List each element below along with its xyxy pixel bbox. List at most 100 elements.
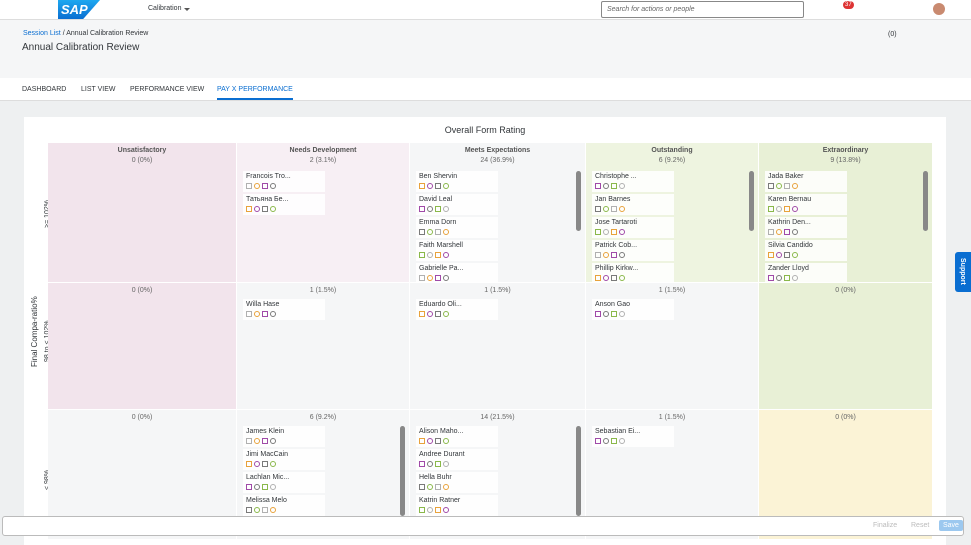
status-icon [603, 183, 609, 189]
employee-card[interactable]: Faith Marshell [416, 240, 498, 261]
employee-name: Emma Dorn [419, 219, 457, 226]
footer-button[interactable]: Reset [911, 522, 930, 529]
cell-count: 1 (1.5%) [658, 414, 686, 421]
employee-card[interactable]: Silvia Candido [765, 240, 847, 261]
status-icon [768, 183, 774, 189]
column-count: 2 (3.1%) [309, 157, 337, 164]
employee-card[interactable]: Melissa Melo [243, 495, 325, 516]
employee-card[interactable]: Jose Tartaroti [592, 217, 674, 238]
search-input[interactable]: Search for actions or people [601, 1, 804, 18]
employee-name: Gabrielle Pa... [419, 265, 464, 272]
status-icon [443, 461, 449, 467]
employee-card[interactable]: Zander Lloyd [765, 263, 847, 282]
employee-card[interactable]: Francois Tro... [243, 171, 325, 192]
employee-card[interactable]: James Klein [243, 426, 325, 447]
column-count: 0 (0%) [131, 157, 153, 164]
column-name: Needs Development [289, 147, 357, 154]
employee-card[interactable]: Anson Gao [592, 299, 674, 320]
status-icon [254, 438, 260, 444]
status-icon [603, 311, 609, 317]
breadcrumb-link[interactable]: Session List [23, 30, 61, 37]
footer-button[interactable]: Finalize [873, 522, 898, 529]
employee-card[interactable]: Jada Baker [765, 171, 847, 192]
status-icon [611, 275, 617, 281]
status-icon [443, 183, 449, 189]
employee-card[interactable]: Katrin Ratner [416, 495, 498, 516]
employee-card[interactable]: Gabrielle Pa... [416, 263, 498, 282]
employee-card[interactable]: Andree Durant [416, 449, 498, 470]
status-icon [427, 206, 433, 212]
matrix-cell[interactable]: 1 (1.5%) Willa Hase [237, 283, 409, 409]
employee-card[interactable]: Phillip Kirkw... [592, 263, 674, 282]
filter-count[interactable]: (0) [888, 31, 897, 38]
employee-card[interactable]: Patrick Cob... [592, 240, 674, 261]
employee-card[interactable]: Alison Maho... [416, 426, 498, 447]
status-icon [776, 183, 782, 189]
employee-card[interactable]: Татьяна Бе... [243, 194, 325, 215]
employee-card[interactable]: Willa Hase [243, 299, 325, 320]
cell-count: 1 (1.5%) [484, 287, 511, 294]
app-menu[interactable]: Calibration [148, 5, 182, 12]
employee-card[interactable]: Jan Barnes [592, 194, 674, 215]
employee-name: Jan Barnes [595, 196, 631, 203]
matrix-cell[interactable]: Extraordinary 9 (13.8%) Jada Baker Karen Be… [759, 143, 932, 282]
column-name: Outstanding [651, 147, 693, 154]
matrix-cell[interactable]: 1 (1.5%) Eduardo Oli... [410, 283, 585, 409]
status-icon [246, 311, 252, 317]
column-count: 9 (13.8%) [830, 157, 861, 164]
y-axis-title: Final Compa-ratio% [30, 296, 39, 367]
tab[interactable]: LIST VIEW [81, 86, 116, 93]
employee-name: David Leal [419, 196, 453, 203]
matrix-cell[interactable]: 1 (1.5%) Anson Gao [586, 283, 758, 409]
status-icon [603, 252, 609, 258]
tab[interactable]: PAY X PERFORMANCE [217, 86, 293, 100]
matrix-cell[interactable]: Outstanding 6 (9.2%) Christophe ... Jan Bar… [586, 143, 758, 282]
matrix-cell[interactable]: 0 (0%) [759, 283, 932, 409]
avatar[interactable] [933, 3, 945, 15]
matrix-cell[interactable]: Meets Expectations 24 (36.9%) Ben Shervin D… [410, 143, 585, 282]
employee-name: Sebastian Ei... [595, 428, 641, 435]
status-icon [419, 438, 425, 444]
matrix-cell[interactable]: Unsatisfactory 0 (0%) [48, 143, 236, 282]
matrix-cell[interactable]: 0 (0%) [48, 283, 236, 409]
status-icon [776, 229, 782, 235]
notification-badge[interactable]: 37 [843, 1, 854, 9]
status-icon [270, 484, 276, 490]
status-icon [246, 507, 252, 513]
employee-card[interactable]: Eduardo Oli... [416, 299, 498, 320]
employee-card[interactable]: Christophe ... [592, 171, 674, 192]
status-icon [595, 311, 601, 317]
footer-button[interactable]: Save [939, 520, 963, 531]
cell-count: 14 (21.5%) [480, 414, 515, 421]
employee-card[interactable]: Emma Dorn [416, 217, 498, 238]
employee-card[interactable]: Kathrin Den... [765, 217, 847, 238]
status-icon [270, 183, 276, 189]
status-icon [443, 275, 449, 281]
support-label: Support [959, 258, 966, 285]
employee-card[interactable]: Lachlan Mic... [243, 472, 325, 493]
tab[interactable]: DASHBOARD [22, 86, 67, 93]
employee-card[interactable]: Jimi MacCain [243, 449, 325, 470]
matrix-cell[interactable]: Needs Development 2 (3.1%) Francois Tro...… [237, 143, 409, 282]
status-icon [603, 229, 609, 235]
status-icon [246, 183, 252, 189]
employee-card[interactable]: Karen Bernau [765, 194, 847, 215]
status-icon [443, 252, 449, 258]
employee-card[interactable]: Ben Shervin [416, 171, 498, 192]
status-icon [784, 206, 790, 212]
support-tab[interactable]: Support [955, 252, 971, 292]
cell-count: 0 (0%) [835, 414, 856, 421]
status-icon [435, 461, 441, 467]
employee-card[interactable]: Hella Buhr [416, 472, 498, 493]
employee-name: Hella Buhr [419, 474, 452, 481]
status-icon [595, 229, 601, 235]
status-icon [443, 311, 449, 317]
employee-name: Alison Maho... [419, 428, 464, 435]
employee-card[interactable]: Sebastian Ei... [592, 426, 674, 447]
tab[interactable]: PERFORMANCE VIEW [130, 86, 205, 93]
employee-card[interactable]: David Leal [416, 194, 498, 215]
status-icon [443, 438, 449, 444]
employee-name: Karen Bernau [768, 196, 812, 203]
cell-count: 0 (0%) [835, 287, 856, 294]
